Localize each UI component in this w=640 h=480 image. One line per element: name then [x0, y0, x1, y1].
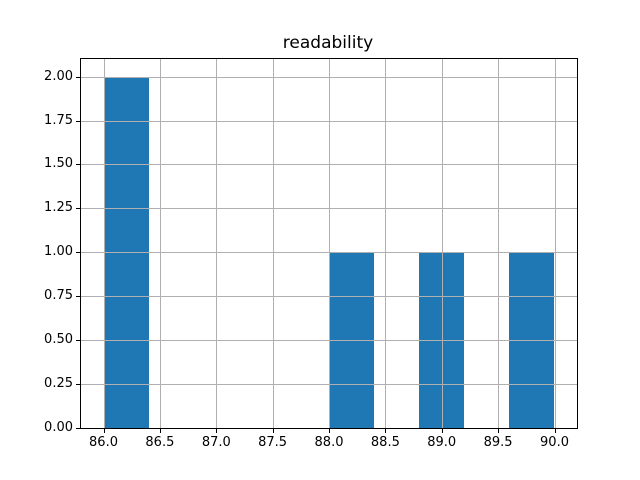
y-tick-mark [76, 208, 80, 210]
y-tick-label: 0.25 [44, 376, 73, 392]
x-tick-label: 87.5 [258, 435, 288, 450]
y-tick-label: 2.00 [44, 68, 73, 84]
x-tick-mark [216, 429, 218, 433]
y-tick-mark [76, 252, 80, 254]
x-tick-mark [441, 429, 443, 433]
x-gridline [385, 59, 387, 428]
x-gridline [498, 59, 500, 428]
y-tick-mark [76, 340, 80, 342]
y-tick-label: 1.00 [44, 244, 73, 260]
x-tick-mark [159, 429, 161, 433]
y-tick-label: 1.75 [44, 112, 73, 128]
x-tick-mark [272, 429, 274, 433]
x-gridline [159, 59, 161, 428]
x-tick-mark [554, 429, 556, 433]
x-gridline [329, 59, 330, 428]
x-tick-mark [385, 429, 387, 433]
y-tick-mark [76, 296, 80, 298]
x-tick-label: 86.5 [145, 435, 175, 450]
x-tick-mark [498, 429, 500, 433]
y-tick-mark [76, 384, 80, 386]
x-gridline [216, 59, 218, 428]
x-gridline [441, 59, 443, 428]
y-tick-mark [76, 76, 80, 78]
x-tick-mark [329, 429, 330, 433]
x-tick-label: 89.0 [427, 435, 457, 450]
x-tick-label: 88.5 [370, 435, 400, 450]
x-tick-label: 87.0 [201, 435, 231, 450]
y-tick-label: 0.75 [44, 288, 73, 304]
y-tick-mark [76, 164, 80, 166]
y-tick-label: 0.50 [44, 332, 73, 348]
x-gridline [103, 59, 105, 428]
x-tick-mark [103, 429, 105, 433]
x-tick-label: 89.5 [483, 435, 513, 450]
y-tick-label: 1.50 [44, 156, 73, 172]
y-tick-mark [76, 120, 80, 122]
x-tick-label: 90.0 [540, 435, 569, 450]
x-gridline [272, 59, 274, 428]
plot-area [80, 58, 578, 429]
y-tick-mark [76, 428, 80, 429]
y-tick-label: 1.25 [44, 200, 73, 216]
x-tick-label: 88.0 [314, 435, 344, 450]
chart-title: readability [282, 33, 374, 53]
x-gridline [554, 59, 556, 428]
x-tick-label: 86.0 [89, 435, 118, 450]
y-tick-label: 0.00 [44, 420, 73, 435]
